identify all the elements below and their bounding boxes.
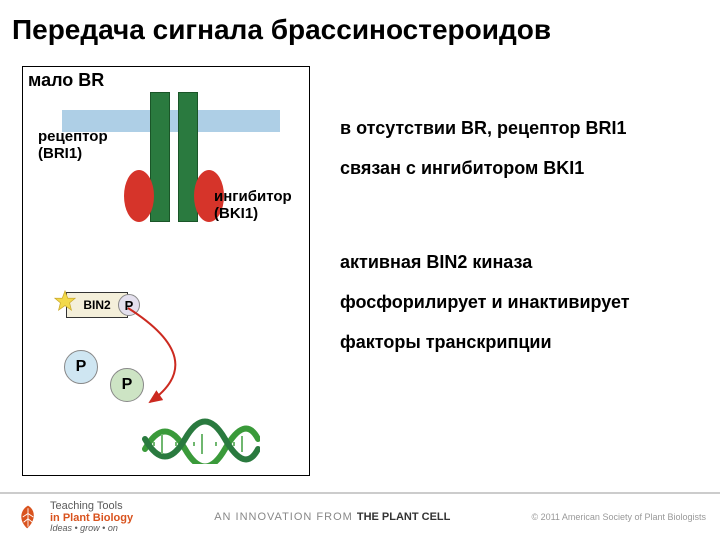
tf-circle-2: P: [110, 368, 144, 402]
leaf-icon: [14, 503, 42, 531]
footer: Teaching Tools in Plant Biology Ideas • …: [0, 492, 720, 540]
bullet-4: фосфорилирует и инактивирует: [340, 292, 630, 313]
bullet-1: в отсутствии BR, рецептор BRI1: [340, 118, 627, 139]
footer-logo-line1: Teaching Tools: [50, 500, 133, 512]
footer-center: AN INNOVATION FROM THE PLANT CELL: [214, 511, 450, 523]
footer-copyright: © 2011 American Society of Plant Biologi…: [531, 512, 706, 522]
footer-logo-tag: Ideas • grow • on: [50, 524, 133, 534]
footer-center-pre: AN INNOVATION FROM: [214, 511, 357, 523]
dna-icon: [140, 394, 260, 464]
bullet-5: факторы транскрипции: [340, 332, 552, 353]
bullet-3: активная BIN2 киназа: [340, 252, 532, 273]
bullet-2: связан с ингибитором BKI1: [340, 158, 584, 179]
tf-circle-1: P: [64, 350, 98, 384]
footer-logo: Teaching Tools in Plant Biology Ideas • …: [14, 500, 133, 534]
footer-center-em: THE PLANT CELL: [357, 511, 451, 523]
